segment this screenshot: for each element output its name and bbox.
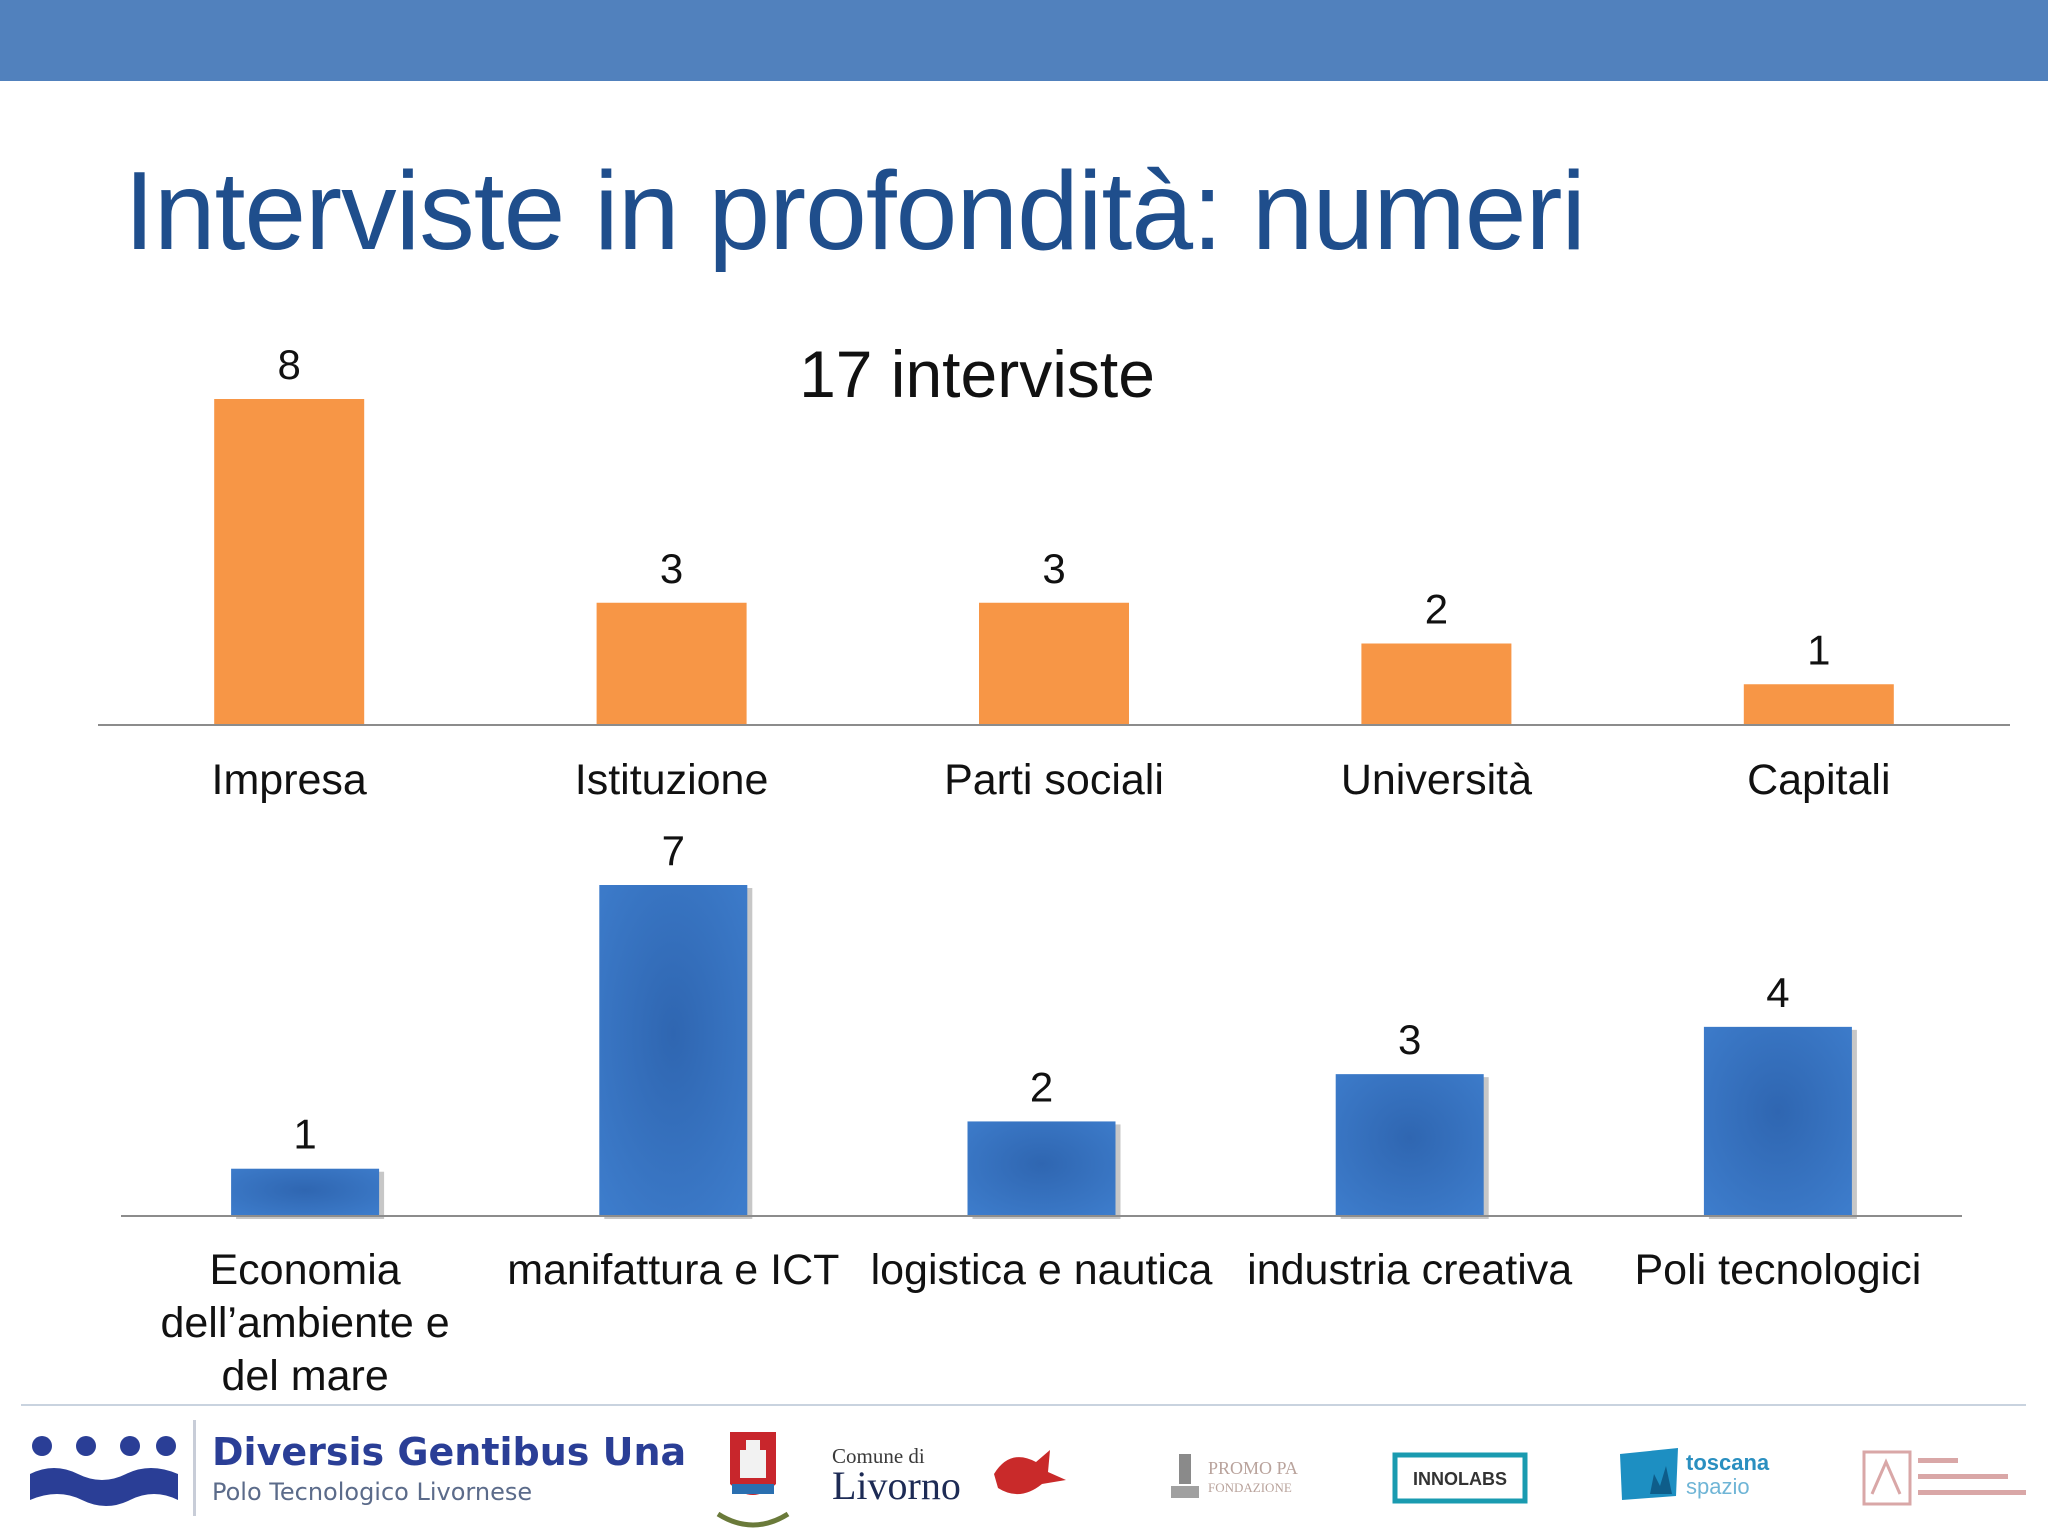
- footer-divider: [21, 1404, 2026, 1406]
- category-label: Poli tecnologici: [1634, 1246, 1921, 1294]
- category-label: Parti sociali: [944, 756, 1164, 804]
- toscana-text: toscana: [1686, 1450, 1770, 1475]
- bar: [1703, 1026, 1852, 1216]
- category-label: Università: [1341, 756, 1532, 804]
- category-label: Impresa: [212, 756, 367, 804]
- spazio-text: spazio: [1686, 1474, 1750, 1499]
- data-label: 2: [1425, 586, 1448, 633]
- bar: [979, 602, 1129, 725]
- top-bar-chart: 17 interviste 8 Impresa 3 Istituzione 3 Parti …: [98, 337, 2010, 804]
- data-label: 4: [1766, 969, 1789, 1016]
- bottom-bar-chart: 1 Economia dell’ambiente e del mare 7 manifat…: [121, 827, 1962, 1400]
- bar: [214, 399, 365, 725]
- charts-canvas: 17 interviste 8 Impresa 3 Istituzione 3 Parti …: [98, 337, 2010, 1400]
- toscana-spazio-logo: toscana spazio: [1620, 1448, 1770, 1500]
- bar: [1335, 1074, 1484, 1216]
- bar: [596, 602, 747, 725]
- category-label: dell’ambiente e: [160, 1299, 449, 1347]
- university-logo: [1862, 1450, 2026, 1506]
- bar: [231, 1168, 380, 1216]
- livorno-label: Livorno: [832, 1463, 961, 1508]
- dgu-wave-icon: [30, 1436, 178, 1506]
- footer-logos: Diversis Gentibus Una Polo Tecnologico L…: [0, 1406, 2048, 1536]
- data-label: 2: [1030, 1063, 1053, 1110]
- category-label: industria creativa: [1247, 1246, 1572, 1294]
- livorno-crest-icon: [716, 1432, 790, 1528]
- category-label: Capitali: [1747, 756, 1890, 804]
- data-label: 1: [293, 1111, 316, 1158]
- chart-title: 17 interviste: [799, 337, 1155, 411]
- data-label: 1: [1807, 626, 1830, 673]
- bar: [967, 1121, 1116, 1216]
- cocchi-logo: [994, 1450, 1066, 1495]
- data-label: 7: [662, 827, 685, 874]
- comune-label: Comune di: [832, 1444, 925, 1468]
- data-label: 8: [278, 341, 301, 388]
- dgu-subtitle: Polo Tecnologico Livornese: [212, 1478, 533, 1506]
- promo-pa-logo: [1171, 1454, 1199, 1498]
- category-label: del mare: [221, 1352, 388, 1400]
- category-label: Economia: [209, 1246, 400, 1294]
- bar: [599, 885, 748, 1216]
- category-label: Istituzione: [575, 756, 769, 804]
- innolabs-logo: INNOLABS: [1392, 1452, 1528, 1504]
- promo-pa-subtext: FONDAZIONE: [1208, 1480, 1292, 1495]
- promo-pa-text: PROMO PA: [1208, 1458, 1298, 1478]
- data-label: 3: [1042, 545, 1065, 592]
- category-label: logistica e nautica: [871, 1246, 1213, 1294]
- category-label: manifattura e ICT: [507, 1246, 839, 1294]
- bar: [1743, 684, 1894, 725]
- bar: [1361, 643, 1512, 725]
- slide-title: Interviste in profondità: numeri: [124, 149, 1586, 273]
- data-label: 3: [1398, 1016, 1421, 1063]
- dgu-divider: [193, 1420, 196, 1516]
- innolabs-text: INNOLABS: [1413, 1469, 1507, 1489]
- top-banner: [0, 0, 2048, 81]
- dgu-title: Diversis Gentibus Una: [212, 1430, 687, 1474]
- data-label: 3: [660, 545, 683, 592]
